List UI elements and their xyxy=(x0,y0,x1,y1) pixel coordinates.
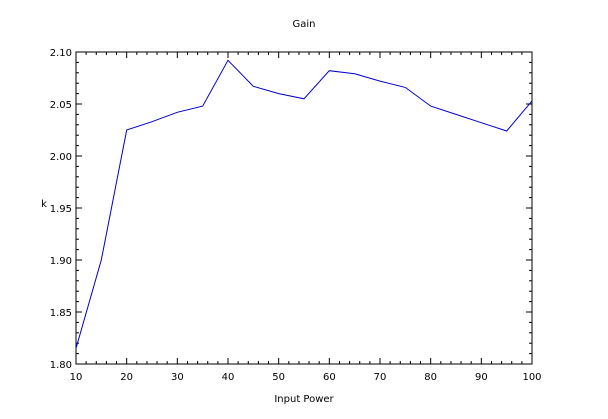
y-tick-label: 1.95 xyxy=(50,204,72,215)
x-tick-label: 10 xyxy=(70,372,83,383)
x-tick-label: 30 xyxy=(171,372,184,383)
x-tick-label: 90 xyxy=(475,372,488,383)
series-lines xyxy=(75,59,533,349)
y-tick-label: 2.10 xyxy=(50,48,72,59)
y-tick-label: 1.85 xyxy=(50,308,72,319)
y-tick-label: 1.90 xyxy=(50,256,72,267)
y-tick-label: 1.80 xyxy=(50,360,72,371)
x-tick-label: 70 xyxy=(374,372,387,383)
x-tick-label: 60 xyxy=(323,372,336,383)
y-tick-label: 2.05 xyxy=(50,100,72,111)
x-tick-label: 100 xyxy=(522,372,541,383)
x-axis: 10 20 30 40 50 60 70 80 90 100 xyxy=(70,52,542,383)
x-tick-label: 40 xyxy=(222,372,235,383)
y-axis-label: k xyxy=(41,199,47,210)
series-line xyxy=(75,59,533,349)
y-tick-label: 2.00 xyxy=(50,152,72,163)
chart-title: Gain xyxy=(293,19,316,30)
x-tick-label: 20 xyxy=(120,372,133,383)
x-axis-label: Input Power xyxy=(274,394,334,405)
x-tick-label: 50 xyxy=(272,372,285,383)
x-tick-label: 80 xyxy=(424,372,437,383)
y-axis: 1.80 1.85 1.90 1.95 2.00 2.05 2.10 xyxy=(50,48,532,371)
